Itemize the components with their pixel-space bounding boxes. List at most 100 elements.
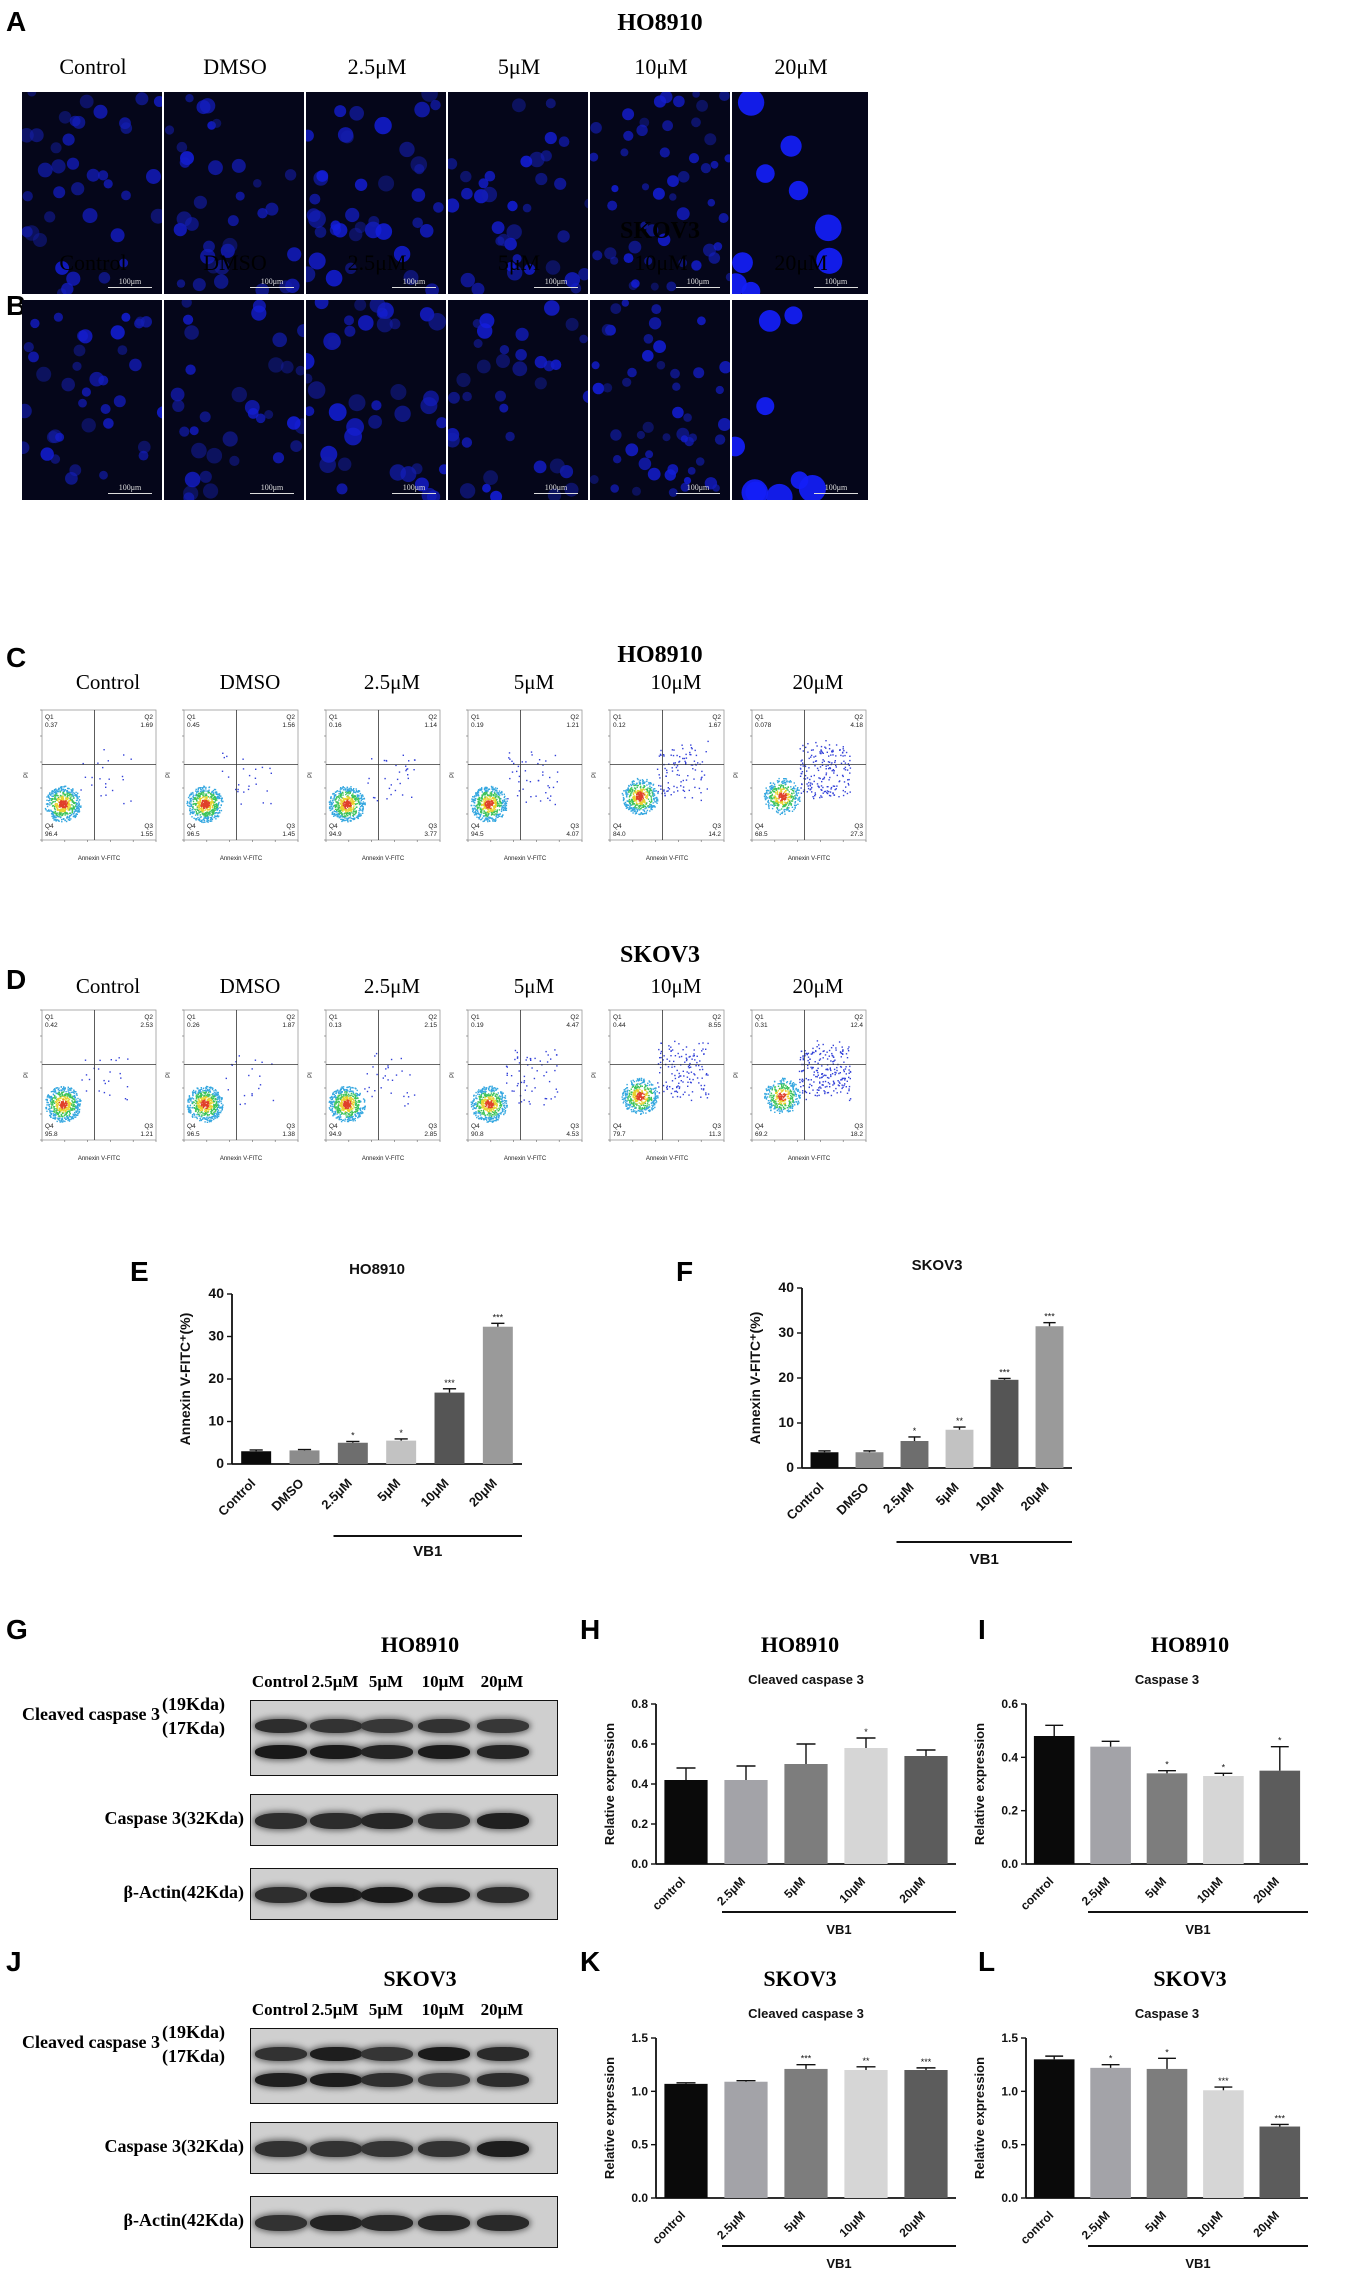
condition-label: Control	[59, 250, 127, 275]
nuclei-field	[22, 312, 162, 485]
significance-marker: **	[862, 2056, 870, 2066]
y-tick-label: 0.0	[631, 2191, 648, 2205]
significance-marker: ***	[921, 2057, 932, 2067]
x-axis-label: Annexin V-FITC	[362, 1156, 405, 1162]
condition-label: 2.5μM	[347, 54, 407, 79]
quadrant-q2-value: 1.87	[282, 1022, 295, 1029]
quadrant-q3-label: Q3	[144, 1123, 153, 1130]
flow-plot: Q1 0.45 Q2 1.56 Q4 96.5 Q3 1.45 Annexin V-FITC PI	[162, 704, 306, 864]
scale-bar-label: 100μm	[260, 483, 284, 492]
quadrant-q2-value: 1.14	[424, 722, 437, 729]
quadrant-q1-value: 0.13	[329, 1022, 342, 1029]
scale-bar-label: 100μm	[686, 483, 710, 492]
quadrant-q3-label: Q3	[712, 1123, 721, 1130]
significance-marker: ***	[1044, 1312, 1055, 1322]
scale-bar: 100μm	[814, 483, 858, 494]
protein-band	[361, 2073, 413, 2087]
panel-k-label: K	[580, 1946, 601, 1977]
quadrant-q4-label: Q4	[613, 1123, 622, 1130]
panel-k-cell-title: SKOV3	[763, 1966, 837, 1991]
x-axis-label: Annexin V-FITC	[78, 1156, 121, 1162]
x-axis-label: Annexin V-FITC	[646, 856, 689, 862]
protein-band	[310, 1745, 362, 1759]
protein-band	[361, 1745, 413, 1759]
quadrant-q3-value: 4.07	[566, 831, 579, 838]
condition-label: Control	[59, 54, 127, 79]
quadrant-q1-label: Q1	[45, 714, 54, 721]
quadrant-q1-label: Q1	[613, 714, 622, 721]
quadrant-q4-value: 68.5	[755, 831, 768, 838]
scale-bar: 100μm	[250, 483, 294, 494]
protein-band	[310, 2047, 362, 2061]
quadrant-q3-value: 3.77	[424, 831, 437, 838]
y-axis-label: Relative expression	[602, 1723, 617, 1845]
condition-label: Control	[75, 974, 141, 998]
y-tick-label: 20	[778, 1369, 794, 1385]
protein-band	[361, 2047, 413, 2061]
blot-strip	[250, 2028, 558, 2104]
category-label: DMSO	[833, 1480, 871, 1518]
quadrant-q2-value: 4.18	[850, 722, 863, 729]
protein-band	[361, 1719, 413, 1733]
category-label: 20μM	[466, 1476, 500, 1510]
blot-row-label: Cleaved caspase 3	[22, 1704, 160, 1724]
quadrant-q4-label: Q4	[187, 823, 196, 830]
bar	[810, 1452, 839, 1468]
y-tick-label: 0	[786, 1459, 794, 1475]
quadrant-q3-label: Q3	[286, 1123, 295, 1130]
y-tick-label: 0.2	[631, 1817, 648, 1831]
lane-label: 10μM	[421, 2000, 465, 2019]
panel-l-bar-chart: Caspase 3 Relative expression 0.0 0.5 1.0 1.5…	[968, 2002, 1328, 2277]
protein-band	[255, 2141, 307, 2157]
quadrant-q4-label: Q4	[755, 823, 764, 830]
condition-label: DMSO	[219, 670, 281, 694]
quadrant-q1-label: Q1	[755, 714, 764, 721]
protein-band	[361, 1813, 413, 1829]
y-tick-label: 0.2	[1001, 1804, 1018, 1818]
bar	[1203, 2090, 1244, 2198]
y-tick-label: 1.5	[631, 2031, 648, 2045]
y-tick-label: 0.6	[1001, 1697, 1018, 1711]
y-axis-label: PI	[592, 772, 598, 778]
quadrant-q3-value: 2.85	[424, 1131, 437, 1138]
protein-band	[361, 1887, 413, 1903]
quadrant-q1-label: Q1	[471, 1014, 480, 1021]
protein-band	[477, 1813, 529, 1829]
micrograph: 100μm	[590, 300, 732, 500]
quadrant-q4-value: 95.8	[45, 1131, 58, 1138]
y-tick-label: 0.5	[631, 2138, 648, 2152]
significance-marker: ***	[493, 1312, 504, 1322]
y-tick-label: 30	[778, 1324, 794, 1340]
condition-label: 2.5μM	[363, 670, 421, 694]
panel-h-bar-chart: Cleaved caspase 3 Relative expression 0.0 0…	[598, 1668, 978, 1943]
micrograph: 100μm	[306, 300, 448, 500]
quadrant-q4-label: Q4	[329, 1123, 338, 1130]
quadrant-q4-label: Q4	[45, 1123, 54, 1130]
quadrant-q2-value: 1.56	[282, 722, 295, 729]
y-axis-label: PI	[450, 1072, 456, 1078]
bar	[664, 1780, 708, 1864]
bar	[664, 2083, 708, 2198]
significance-marker: ***	[1218, 2076, 1229, 2086]
category-label: Control	[215, 1476, 258, 1519]
lane-label: 10μM	[421, 1672, 465, 1691]
bar	[386, 1440, 417, 1464]
quadrant-q1-label: Q1	[471, 714, 480, 721]
category-label: control	[649, 1874, 688, 1913]
lane-label: Control	[251, 1672, 309, 1691]
panel-f-label: F	[676, 1256, 694, 1287]
micrograph: 100μm	[164, 300, 306, 500]
scale-bar: 100μm	[814, 277, 858, 288]
flow-plot-frame	[609, 1009, 725, 1141]
condition-label: 20μM	[792, 974, 844, 998]
y-axis-label: PI	[308, 1072, 314, 1078]
category-label: Control	[783, 1480, 826, 1523]
bar	[1090, 1746, 1131, 1864]
protein-band	[477, 2047, 529, 2061]
protein-band	[361, 2215, 413, 2231]
significance-marker: *	[351, 1430, 355, 1440]
x-axis-label: Annexin V-FITC	[220, 1156, 263, 1162]
quadrant-q2-value: 8.55	[708, 1022, 721, 1029]
significance-marker: *	[1165, 1760, 1169, 1770]
group-label: VB1	[1185, 2256, 1210, 2271]
